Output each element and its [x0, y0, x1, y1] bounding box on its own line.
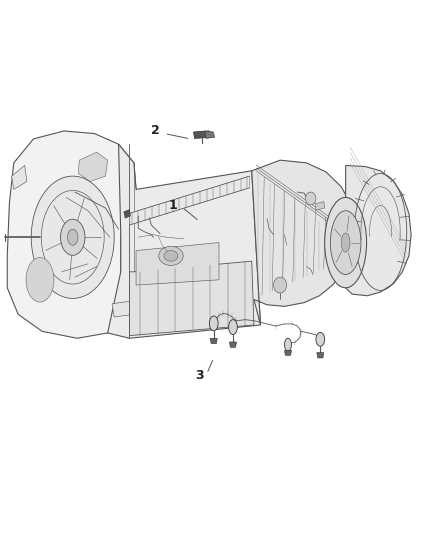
Polygon shape [124, 209, 131, 218]
Ellipse shape [316, 333, 325, 346]
Ellipse shape [341, 233, 350, 252]
Ellipse shape [209, 316, 218, 331]
Polygon shape [317, 353, 324, 358]
Polygon shape [136, 243, 219, 285]
Polygon shape [130, 176, 250, 225]
Polygon shape [78, 152, 108, 181]
Text: 2: 2 [151, 124, 160, 138]
Ellipse shape [164, 251, 178, 261]
Polygon shape [210, 338, 217, 344]
Ellipse shape [229, 320, 237, 335]
Polygon shape [12, 165, 27, 189]
Ellipse shape [159, 246, 183, 265]
Polygon shape [130, 261, 254, 336]
Polygon shape [315, 201, 325, 210]
Ellipse shape [325, 197, 367, 288]
Ellipse shape [330, 211, 361, 274]
Polygon shape [112, 301, 134, 317]
Polygon shape [252, 160, 354, 325]
Ellipse shape [285, 338, 291, 351]
Ellipse shape [305, 192, 316, 205]
Ellipse shape [31, 176, 114, 298]
Polygon shape [205, 131, 215, 139]
Ellipse shape [60, 219, 85, 255]
Polygon shape [230, 342, 237, 348]
Text: 1: 1 [169, 199, 177, 212]
Ellipse shape [67, 229, 78, 245]
Polygon shape [194, 131, 210, 139]
Text: 3: 3 [195, 369, 204, 382]
Polygon shape [7, 131, 136, 338]
Ellipse shape [26, 257, 54, 302]
Polygon shape [346, 165, 411, 296]
Polygon shape [285, 351, 291, 356]
Polygon shape [108, 144, 261, 338]
Ellipse shape [274, 277, 287, 293]
